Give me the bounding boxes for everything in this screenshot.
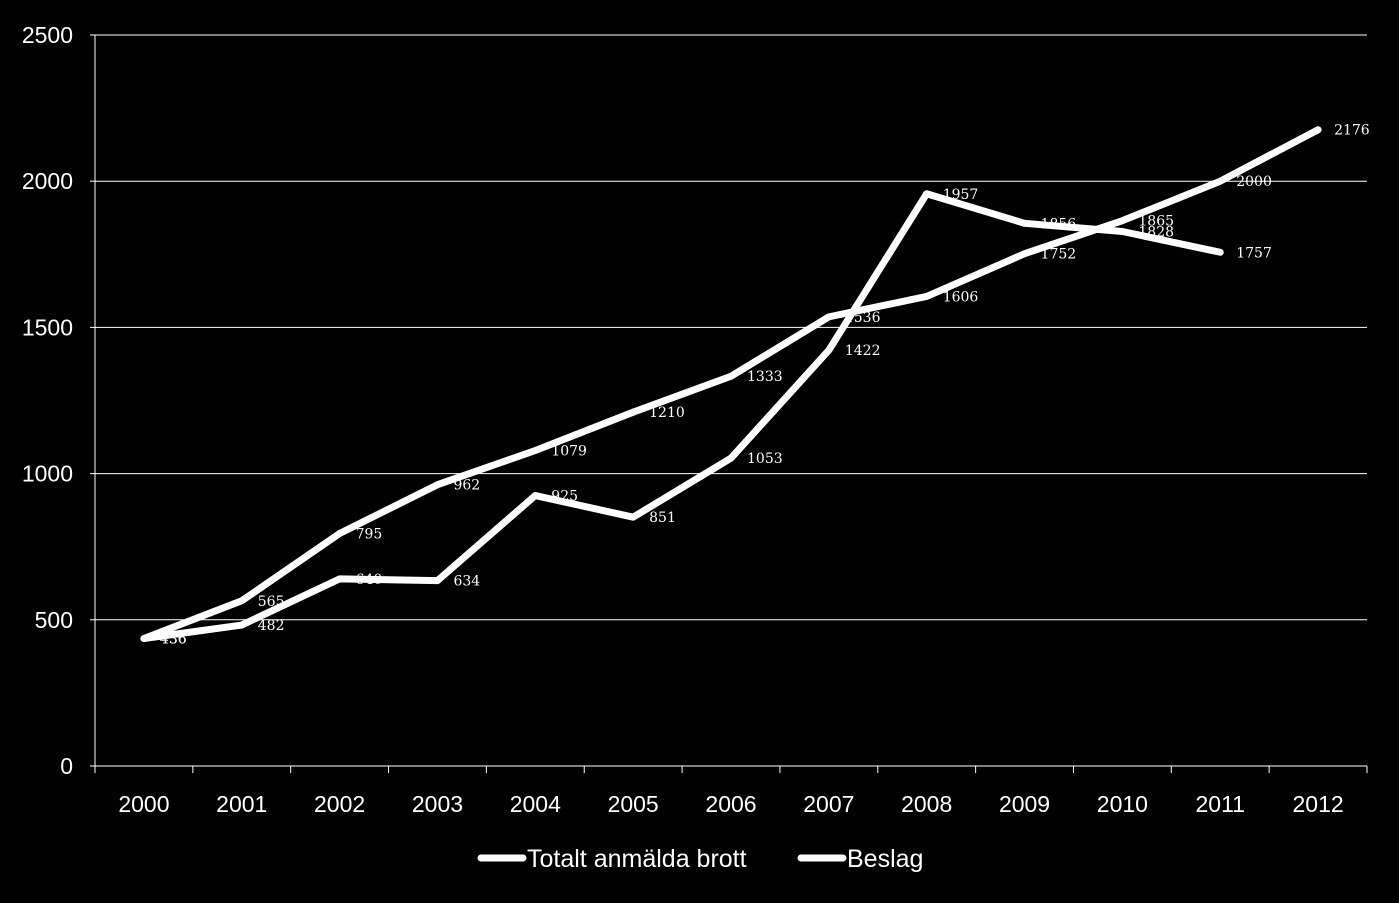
x-tick-label: 2001 <box>216 791 267 817</box>
legend-label: Beslag <box>847 845 923 873</box>
legend-label: Totalt anmälda brott <box>527 845 747 873</box>
data-label: 1865 <box>1138 214 1174 230</box>
data-label: 1757 <box>1236 245 1272 261</box>
data-label: 565 <box>258 594 285 610</box>
data-label: 851 <box>649 510 676 526</box>
legend: Totalt anmälda brott Beslag <box>477 845 923 873</box>
data-label: 1079 <box>551 444 587 460</box>
data-label: 2176 <box>1334 123 1370 139</box>
x-tick-label: 2009 <box>999 791 1050 817</box>
x-tick-label: 2005 <box>608 791 659 817</box>
data-label: 482 <box>258 618 285 634</box>
axes <box>90 34 1368 773</box>
series-line-totalt-anmalda-brott <box>140 126 1322 643</box>
data-label: 436 <box>160 632 187 648</box>
data-label: 634 <box>453 574 480 590</box>
y-tick-label: 1500 <box>22 314 73 340</box>
data-label: 1053 <box>747 451 783 467</box>
x-axis-tick-labels: 2000 2001 2002 2003 2004 2005 2006 2007 2008 2009… <box>118 791 1343 817</box>
x-tick-label: 2000 <box>118 791 169 817</box>
x-tick-label: 2012 <box>1292 791 1343 817</box>
y-tick-label: 500 <box>35 607 73 633</box>
data-label: 1828 <box>1138 224 1174 240</box>
x-tick-label: 2008 <box>901 791 952 817</box>
data-label: 1856 <box>1041 216 1077 232</box>
data-label: 1606 <box>943 289 979 305</box>
data-label: 436 <box>160 632 187 648</box>
data-label: 1210 <box>649 405 685 421</box>
x-tick-label: 2010 <box>1097 791 1148 817</box>
x-tick-label: 2003 <box>412 791 463 817</box>
x-tick-label: 2011 <box>1195 791 1244 817</box>
series-line-beslag <box>140 190 1224 643</box>
data-label: 2000 <box>1236 174 1272 190</box>
data-label: 1536 <box>845 310 881 326</box>
data-label: 1957 <box>943 187 979 203</box>
x-tick-label: 2004 <box>510 791 561 817</box>
x-tick-label: 2006 <box>705 791 756 817</box>
data-label: 1752 <box>1041 247 1077 263</box>
y-axis-tick-labels: 0 500 1000 1500 2000 2500 <box>22 22 73 779</box>
data-labels: 436 565 795 962 1079 1210 1333 1536 1606 1752 1865… <box>160 123 1370 648</box>
data-label: 795 <box>356 527 383 543</box>
data-label: 1422 <box>845 343 881 359</box>
y-tick-label: 2500 <box>22 22 73 48</box>
data-label: 640 <box>356 572 383 588</box>
y-tick-label: 1000 <box>22 461 73 487</box>
data-label: 925 <box>551 489 578 505</box>
x-tick-label: 2002 <box>314 791 365 817</box>
y-tick-label: 0 <box>60 753 73 779</box>
y-tick-label: 2000 <box>22 168 73 194</box>
series-lines <box>140 126 1322 643</box>
data-label: 962 <box>453 478 480 494</box>
data-label: 1333 <box>747 369 783 385</box>
x-tick-label: 2007 <box>803 791 854 817</box>
gridlines <box>95 34 1367 621</box>
